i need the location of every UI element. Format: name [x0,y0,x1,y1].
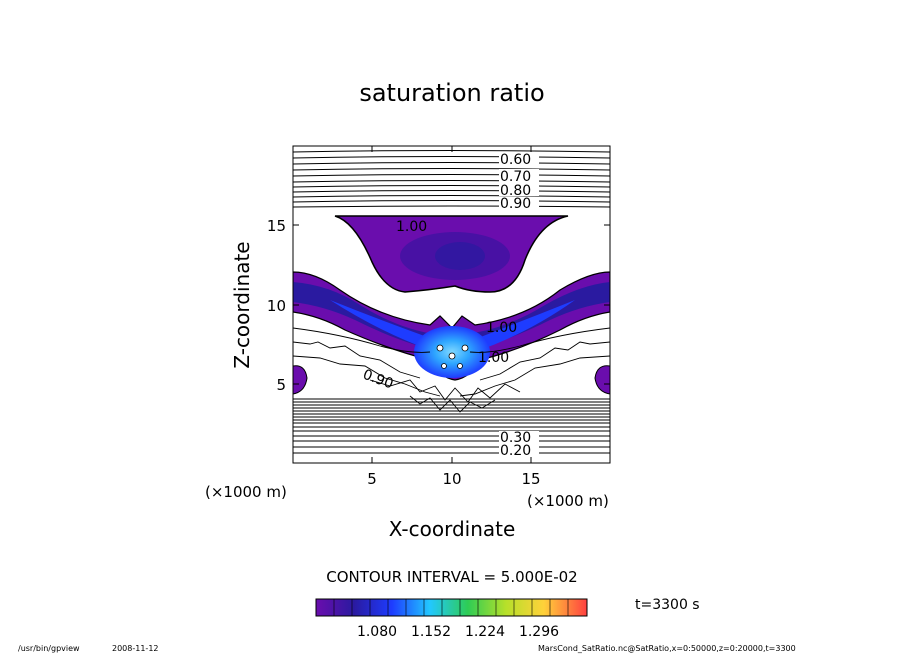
upper-contour-lines [293,150,610,208]
contour-label-0-60: 0.60 [500,152,531,168]
contour-interval-label: CONTOUR INTERVAL = 5.000E-02 [326,568,577,586]
contour-label-1-00-right: 1.00 [486,320,517,336]
footer-source: MarsCond_SatRatio.nc@SatRatio,x=0:50000,… [538,644,796,653]
colorbar-tick-label: 1.080 [357,624,397,640]
contour-label-0-80: 0.80 [500,183,531,199]
time-label: t=3300 s [635,597,700,613]
x-tick-label: 10 [442,470,461,488]
contour-label-0-20: 0.20 [500,443,531,459]
y-tick-label: 5 [276,376,286,394]
contour-label-1-00-top: 1.00 [396,219,427,235]
axis-ticks [293,146,610,463]
x-unit-label: (×1000 m) [205,483,287,501]
chart-title: saturation ratio [359,79,544,107]
y-tick-label: 10 [267,297,286,315]
middle-contour-lines [293,327,610,413]
blue-core [414,326,490,378]
plot-area: 0.60 0.70 0.80 0.90 1.00 1.00 1.00 0.90 … [293,146,610,463]
x-axis-label: X-coordinate [389,517,516,541]
lower-contour-lines [293,398,610,454]
colorbar-tick-label: 1.296 [519,624,559,640]
y-axis-label: Z-coordinate [230,241,254,368]
contour-label-1-00-center: 1.00 [478,350,509,366]
y-tick-label: 15 [267,217,286,235]
y-unit-label: (×1000 m) [527,492,609,510]
x-tick-label: 5 [367,470,377,488]
contour-label-0-30: 0.30 [500,430,531,446]
colorbar [315,598,588,617]
colorbar-tick-label: 1.152 [411,624,451,640]
contour-label-0-70: 0.70 [500,169,531,185]
contour-label-group: 0.60 0.70 0.80 0.90 1.00 1.00 1.00 0.90 … [361,152,539,459]
colorbar-tick-label: 1.224 [465,624,505,640]
footer-date: 2008-11-12 [112,644,159,653]
footer-program: /usr/bin/gpview [18,644,80,653]
x-tick-label: 15 [521,470,540,488]
contour-label-0-90: 0.90 [500,196,531,212]
